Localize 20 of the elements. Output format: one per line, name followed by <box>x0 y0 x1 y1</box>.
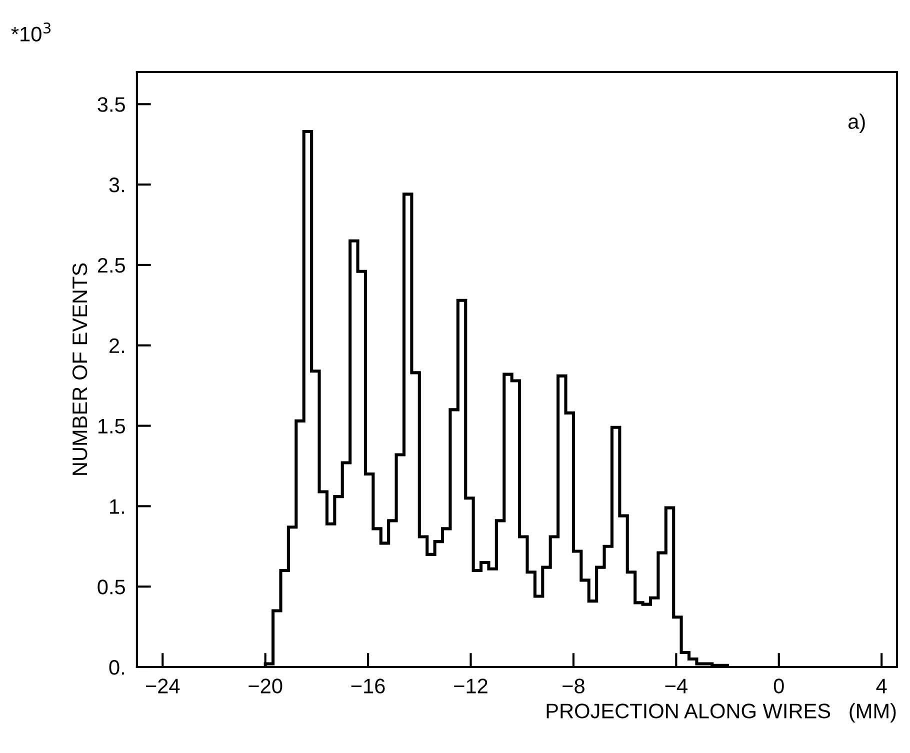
y-tick-label: 0. <box>109 660 124 675</box>
x-tick-label: −20 <box>248 678 282 694</box>
x-tick-label: −12 <box>454 678 488 694</box>
annotation: a) <box>848 114 865 134</box>
x-tick-label: 0 <box>774 678 784 694</box>
y-tick-label: 2.5 <box>98 258 125 273</box>
y-tick-label: 0.5 <box>98 580 125 594</box>
y-tick-label: 2. <box>110 338 124 353</box>
y-tick-label: 3.5 <box>98 97 125 112</box>
y-tick-label: 1.5 <box>98 419 125 434</box>
text: *10$^{3}$ <box>11 22 51 42</box>
x-axis-title: PROJECTION ALONG WIRES (MM) <box>546 703 896 723</box>
y-tick-label: 3. <box>109 178 124 192</box>
y-tick-label: 1. <box>110 499 124 514</box>
x-tick-label: 4 <box>876 678 887 694</box>
x-tick-label: −24 <box>146 678 180 694</box>
y-axis-title: NUMBER OF EVENTS <box>72 263 88 475</box>
x-tick-label: −16 <box>351 678 385 694</box>
x-tick-label: −8 <box>562 678 584 694</box>
x-tick-label: −4 <box>665 678 688 694</box>
